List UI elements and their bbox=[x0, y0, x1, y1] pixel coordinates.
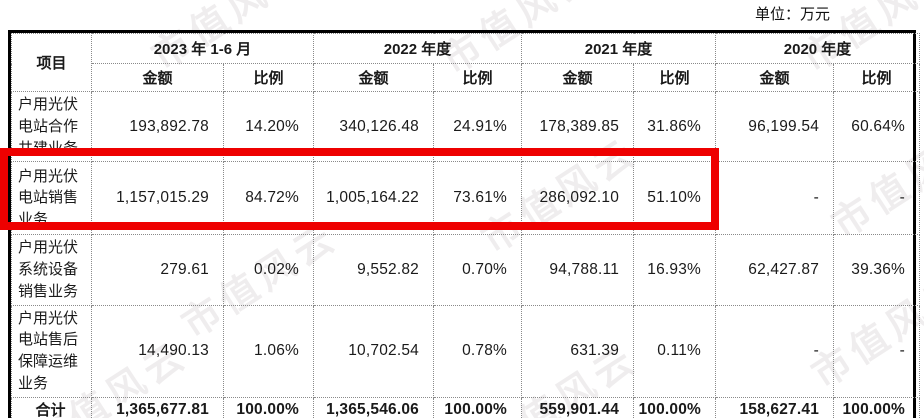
row-value-cell: 62,427.87 bbox=[715, 234, 835, 306]
header-ratio: 比例 bbox=[633, 63, 717, 92]
row-value-cell: 73.61% bbox=[432, 161, 523, 236]
row-value-cell: - bbox=[715, 304, 835, 398]
row-value-cell: 1,005,164.22 bbox=[313, 161, 434, 236]
row-value-cell: 1.06% bbox=[223, 304, 314, 398]
row-value-cell: 286,092.10 bbox=[521, 161, 635, 236]
total-value-cell: 100.00% bbox=[432, 396, 523, 418]
total-row: 合计 1,365,677.81 100.00% 1,365,546.06 100… bbox=[11, 396, 921, 418]
row-value-cell: - bbox=[833, 304, 921, 398]
row-value-cell: 0.02% bbox=[223, 234, 314, 306]
total-label: 合计 bbox=[11, 396, 92, 418]
row-value-cell: 14.20% bbox=[223, 90, 314, 163]
header-item: 项目 bbox=[11, 33, 92, 92]
row-item-label: 户用光伏电站销售业务 bbox=[11, 161, 92, 236]
row-value-cell: 9,552.82 bbox=[313, 234, 434, 306]
total-value-cell: 1,365,677.81 bbox=[91, 396, 224, 418]
row-item-label: 户用光伏电站合作共建业务 bbox=[11, 90, 92, 163]
row-value-cell: 94,788.11 bbox=[521, 234, 635, 306]
row-value-cell: 39.36% bbox=[833, 234, 921, 306]
row-value-cell: 340,126.48 bbox=[313, 90, 434, 163]
row-item-label: 户用光伏电站售后保障运维业务 bbox=[11, 304, 92, 398]
unit-label: 单位：万元 bbox=[754, 6, 830, 23]
row-value-cell: 178,389.85 bbox=[521, 90, 635, 163]
row-value-cell: 193,892.78 bbox=[91, 90, 224, 163]
table-row: 户用光伏电站售后保障运维业务 14,490.13 1.06% 10,702.54… bbox=[11, 304, 921, 398]
row-value-cell: - bbox=[715, 161, 835, 236]
table-body: 户用光伏电站合作共建业务 193,892.78 14.20% 340,126.4… bbox=[11, 90, 921, 398]
row-item-label: 户用光伏系统设备销售业务 bbox=[11, 234, 92, 306]
row-value-cell: 96,199.54 bbox=[715, 90, 835, 163]
total-value-cell: 100.00% bbox=[633, 396, 717, 418]
total-value-cell: 100.00% bbox=[223, 396, 314, 418]
row-value-cell: 0.78% bbox=[432, 304, 523, 398]
revenue-table-container: 项目 2023 年 1-6 月 2022 年度 2021 年度 2020 年度 … bbox=[8, 30, 921, 418]
header-period-2023: 2023 年 1-6 月 bbox=[91, 33, 314, 64]
row-value-cell: 31.86% bbox=[633, 90, 717, 163]
row-value-cell: 0.11% bbox=[633, 304, 717, 398]
row-value-cell: 279.61 bbox=[91, 234, 224, 306]
table-row: 户用光伏系统设备销售业务 279.61 0.02% 9,552.82 0.70%… bbox=[11, 234, 921, 306]
header-amount: 金额 bbox=[715, 63, 835, 92]
row-value-cell: 24.91% bbox=[432, 90, 523, 163]
total-value-cell: 559,901.44 bbox=[521, 396, 635, 418]
header-amount: 金额 bbox=[313, 63, 434, 92]
header-ratio: 比例 bbox=[833, 63, 921, 92]
row-value-cell: 60.64% bbox=[833, 90, 921, 163]
header-ratio: 比例 bbox=[432, 63, 523, 92]
row-value-cell: 84.72% bbox=[223, 161, 314, 236]
row-value-cell: 51.10% bbox=[633, 161, 717, 236]
header-ratio: 比例 bbox=[223, 63, 314, 92]
table-footer: 合计 1,365,677.81 100.00% 1,365,546.06 100… bbox=[11, 396, 921, 418]
header-measure-row: 金额 比例 金额 比例 金额 比例 金额 比例 bbox=[12, 63, 921, 92]
row-value-cell: 0.70% bbox=[432, 234, 523, 306]
table-row-highlighted: 户用光伏电站销售业务 1,157,015.29 84.72% 1,005,164… bbox=[11, 161, 921, 236]
header-amount: 金额 bbox=[91, 63, 224, 92]
total-value-cell: 1,365,546.06 bbox=[313, 396, 434, 418]
table-header: 项目 2023 年 1-6 月 2022 年度 2021 年度 2020 年度 … bbox=[11, 33, 921, 92]
header-period-2022: 2022 年度 bbox=[312, 33, 523, 64]
header-amount: 金额 bbox=[521, 63, 635, 92]
total-value-cell: 158,627.41 bbox=[715, 396, 835, 418]
revenue-breakdown-table: 项目 2023 年 1-6 月 2022 年度 2021 年度 2020 年度 … bbox=[11, 33, 921, 418]
header-period-2021: 2021 年度 bbox=[521, 33, 717, 64]
header-period-2020: 2020 年度 bbox=[715, 33, 921, 64]
row-value-cell: 631.39 bbox=[521, 304, 635, 398]
row-value-cell: 14,490.13 bbox=[91, 304, 224, 398]
row-value-cell: 1,157,015.29 bbox=[91, 161, 224, 236]
table-row: 户用光伏电站合作共建业务 193,892.78 14.20% 340,126.4… bbox=[11, 90, 921, 163]
row-value-cell: - bbox=[833, 161, 921, 236]
row-value-cell: 16.93% bbox=[633, 234, 717, 306]
row-value-cell: 10,702.54 bbox=[313, 304, 434, 398]
header-period-row: 项目 2023 年 1-6 月 2022 年度 2021 年度 2020 年度 bbox=[11, 33, 921, 92]
total-value-cell: 100.00% bbox=[833, 396, 921, 418]
